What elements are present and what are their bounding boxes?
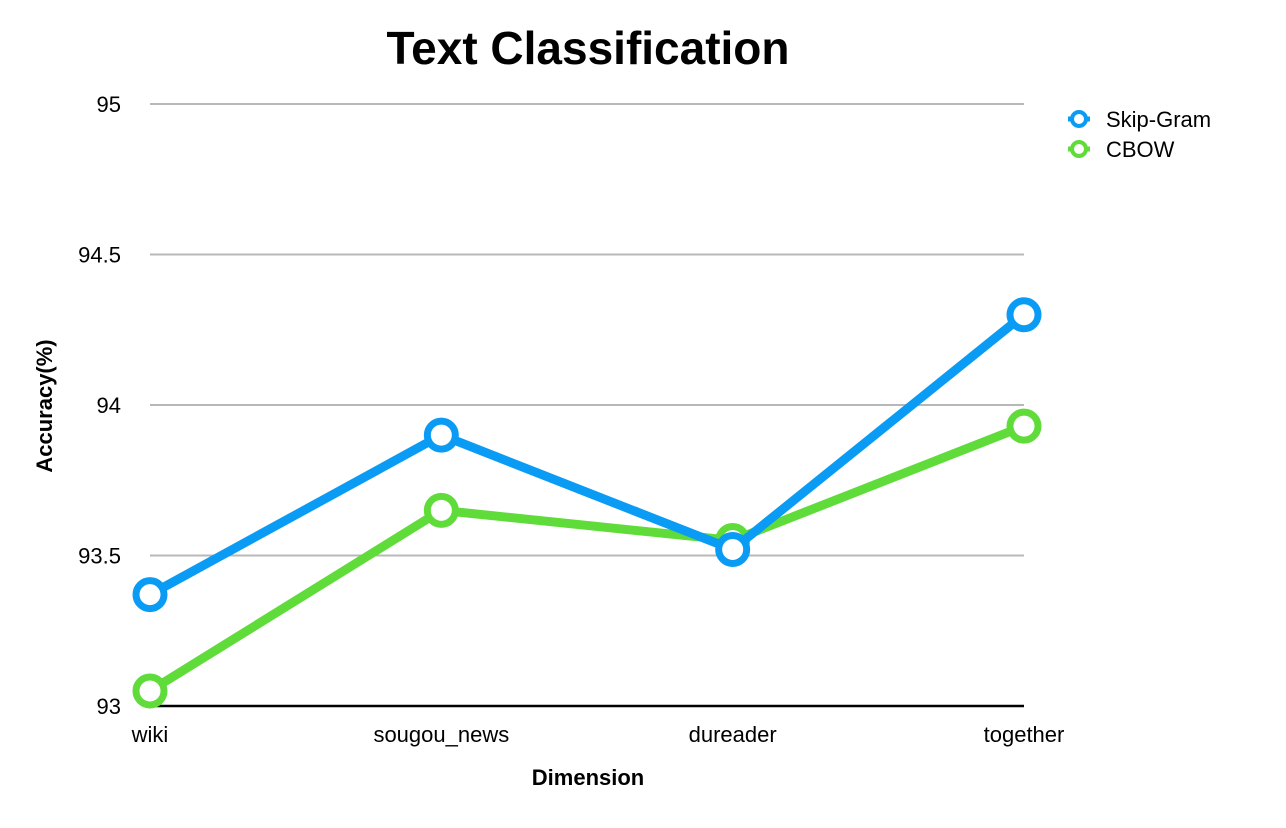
series-line <box>145 310 1029 600</box>
x-tick-label: together <box>984 722 1065 747</box>
legend-marker-icon <box>1070 110 1088 128</box>
legend-label: Skip-Gram <box>1106 107 1211 132</box>
x-axis-title: Dimension <box>532 765 644 790</box>
series-line <box>145 421 1029 696</box>
y-tick-label: 95 <box>97 92 121 117</box>
series-cbow <box>132 408 1042 709</box>
data-point <box>1006 408 1042 444</box>
y-tick-label: 94 <box>97 393 121 418</box>
legend-marker-icon <box>1070 140 1088 158</box>
legend-label: CBOW <box>1106 137 1175 162</box>
data-point <box>423 417 459 453</box>
data-point <box>1006 297 1042 333</box>
data-point <box>132 577 168 613</box>
y-tick-label: 93.5 <box>78 544 121 569</box>
gridlines <box>150 103 1024 708</box>
x-tick-label: sougou_news <box>373 722 509 747</box>
legend: Skip-Gram CBOW <box>1068 107 1211 162</box>
y-axis-title: Accuracy(%) <box>32 339 57 472</box>
y-tick-label: 94.5 <box>78 243 121 268</box>
data-point <box>715 531 751 567</box>
chart-title: Text Classification <box>386 22 789 74</box>
y-tick-label: 93 <box>97 694 121 719</box>
legend-item: Skip-Gram <box>1068 107 1211 132</box>
x-axis-tick-labels: wiki sougou_news dureader together <box>131 722 1065 747</box>
series-lines <box>132 297 1042 709</box>
legend-item: CBOW <box>1068 137 1175 162</box>
y-axis-tick-labels: 93 93.5 94 94.5 95 <box>78 92 121 719</box>
x-tick-label: wiki <box>131 722 169 747</box>
series-skip-gram <box>132 297 1042 613</box>
x-tick-label: dureader <box>689 722 777 747</box>
data-point <box>132 673 168 709</box>
data-point <box>423 492 459 528</box>
